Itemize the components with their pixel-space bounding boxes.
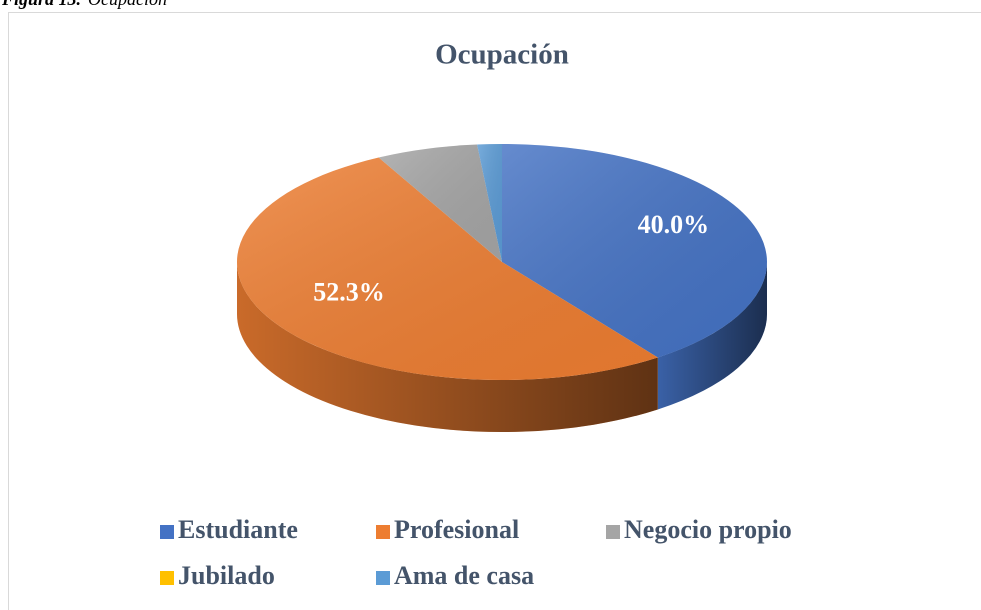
legend-label: Ama de casa <box>394 561 534 590</box>
slice-gloss <box>236 157 658 381</box>
caption: Ocupación <box>88 0 167 9</box>
slice-gloss <box>477 144 502 262</box>
legend-swatch <box>160 571 174 585</box>
side-shade <box>657 262 767 410</box>
legend: Estudiante Profesional Negocio propio Jubil… <box>160 515 792 590</box>
legend-swatch <box>606 525 620 539</box>
legend-label: Negocio propio <box>624 515 792 544</box>
pie: 40.0% 52.3% <box>236 144 767 432</box>
slice-gloss <box>378 144 502 262</box>
slice-gloss <box>502 144 767 358</box>
data-label: 40.0% <box>638 210 710 239</box>
side-shade <box>237 262 658 432</box>
legend-swatch <box>160 525 174 539</box>
legend-label: Jubilado <box>178 561 275 590</box>
legend-label: Profesional <box>394 515 519 544</box>
legend-swatch <box>376 571 390 585</box>
legend-label: Estudiante <box>178 515 298 544</box>
caption-label: Figura 13. <box>1 0 81 9</box>
data-label: 52.3% <box>313 277 385 306</box>
chart-title: Ocupación <box>435 39 569 71</box>
legend-swatch <box>376 525 390 539</box>
